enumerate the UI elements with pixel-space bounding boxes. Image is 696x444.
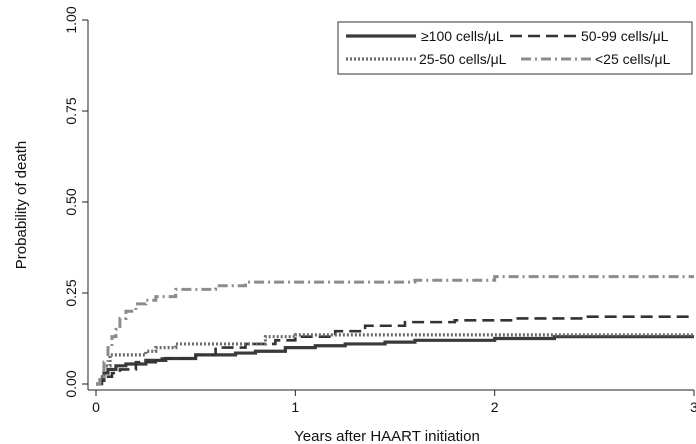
series-line-3 <box>96 275 694 386</box>
legend-label-3: <25 cells/μL <box>595 51 671 67</box>
axes: 0 1 2 3 0.00 0.25 0.50 0.75 1.00 <box>63 6 696 415</box>
legend-label-2: 25-50 cells/μL <box>419 51 507 67</box>
y-tick-label: 1.00 <box>63 6 79 33</box>
y-tick-label: 0.00 <box>63 370 79 397</box>
legend-box <box>337 21 693 75</box>
x-tick-label: 0 <box>92 399 100 415</box>
series-line-1 <box>96 315 694 386</box>
legend-label-0: ≥100 cells/μL <box>421 28 504 44</box>
y-axis-title: Probability of death <box>13 141 30 269</box>
legend-label-1: 50-99 cells/μL <box>581 28 669 44</box>
y-tick-label: 0.25 <box>63 279 79 306</box>
series-line-0 <box>96 335 694 386</box>
series-line-2 <box>96 333 694 386</box>
series-lines <box>96 275 694 386</box>
x-tick-label: 3 <box>690 399 696 415</box>
legend: ≥100 cells/μL 50-99 cells/μL 25-50 cells/μ… <box>337 21 693 75</box>
y-tick-label: 0.50 <box>63 188 79 215</box>
x-tick-label: 1 <box>291 399 299 415</box>
y-tick-label: 0.75 <box>63 97 79 124</box>
x-axis-title: Years after HAART initiation <box>294 428 480 444</box>
x-tick-label: 2 <box>491 399 499 415</box>
